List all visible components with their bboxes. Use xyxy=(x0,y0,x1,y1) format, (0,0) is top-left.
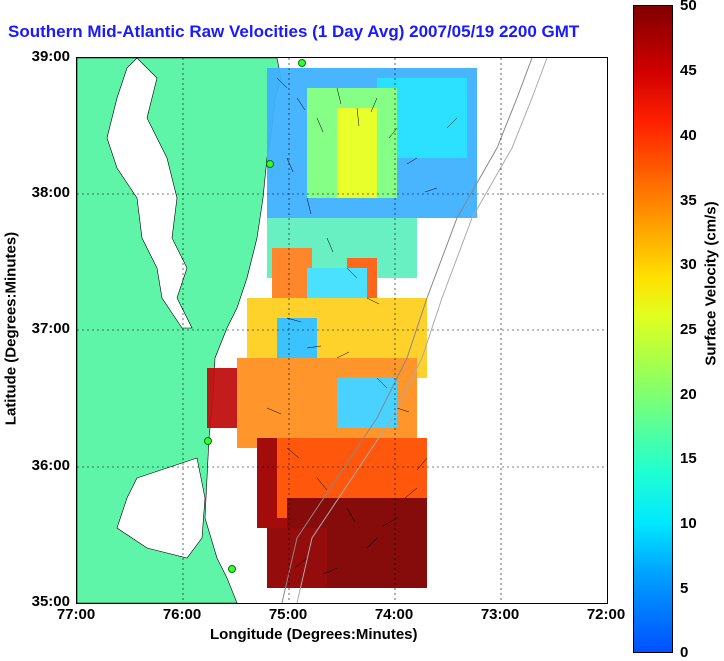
colorbar-tick: 30 xyxy=(680,256,697,273)
y-tick-label: 35:00 xyxy=(31,593,70,610)
station-markers xyxy=(204,59,306,573)
x-tick-label: 75:00 xyxy=(268,606,308,623)
x-tick-label: 74:00 xyxy=(374,606,414,623)
contour-line xyxy=(296,58,548,603)
x-axis-label: Longitude (Degrees:Minutes) xyxy=(210,626,418,643)
colorbar-tick: 25 xyxy=(680,321,697,338)
colorbar-tick: 5 xyxy=(680,580,689,597)
chesapeake-bay xyxy=(106,58,193,329)
y-axis-label: Latitude (Degrees:Minutes) xyxy=(2,231,20,426)
colorbar xyxy=(633,5,673,653)
colorbar-tick: 50 xyxy=(680,0,697,14)
y-tick-label: 39:00 xyxy=(31,48,70,65)
map-title: Southern Mid-Atlantic Raw Velocities (1 … xyxy=(8,22,580,41)
x-tick-label: 73:00 xyxy=(480,606,520,623)
contour-line xyxy=(281,58,533,603)
colorbar-tick: 20 xyxy=(680,386,697,403)
x-tick-label: 76:00 xyxy=(162,606,202,623)
station-marker xyxy=(298,59,306,67)
colorbar-tick: 15 xyxy=(680,450,697,467)
colorbar-tick: 35 xyxy=(680,192,697,209)
station-marker xyxy=(204,437,212,445)
map-canvas xyxy=(77,58,607,603)
colorbar-tick: 10 xyxy=(680,515,697,532)
map-plot-area xyxy=(76,57,608,604)
y-tick-label: 37:00 xyxy=(31,320,70,337)
colorbar-tick: 0 xyxy=(680,644,689,661)
station-marker xyxy=(228,565,236,573)
colorbar-tick: 45 xyxy=(680,62,697,79)
colorbar-tick: 40 xyxy=(680,127,697,144)
y-tick-label: 38:00 xyxy=(31,184,70,201)
station-marker xyxy=(266,160,274,168)
grid-lines xyxy=(77,58,607,603)
x-tick-label: 72:00 xyxy=(586,606,626,623)
y-tick-label: 36:00 xyxy=(31,457,70,474)
x-tick-label: 77:00 xyxy=(56,606,96,623)
velocity-arrows xyxy=(266,77,458,575)
colorbar-label: Surface Velocity (cm/s) xyxy=(702,201,720,366)
